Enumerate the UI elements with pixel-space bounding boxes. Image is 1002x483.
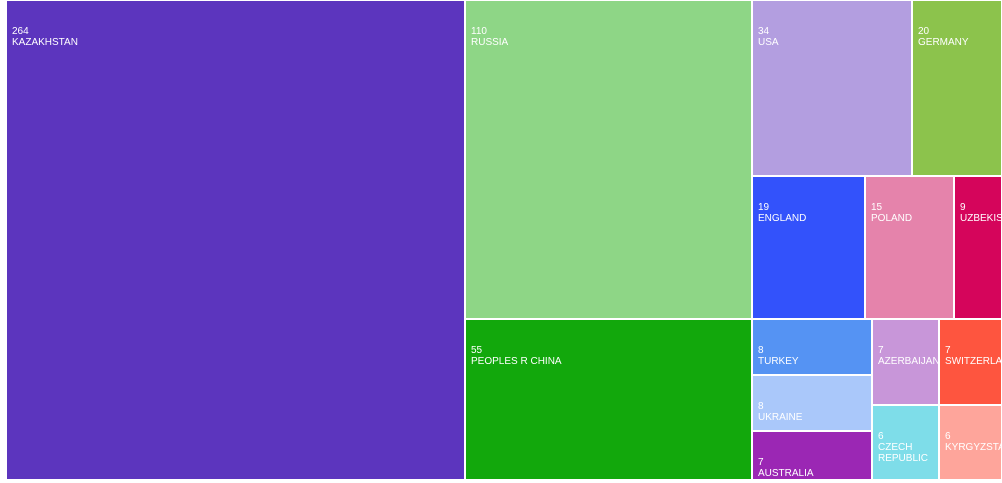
tile-value-label: 7	[878, 345, 884, 356]
tile-text: 20 GERMANY	[918, 26, 969, 48]
tile-value-label: 110	[471, 26, 487, 37]
tile-value-label: 8	[758, 345, 764, 356]
tile-australia[interactable]: 7 AUSTRALIA	[752, 431, 872, 480]
tile-value-label: 9	[960, 202, 966, 213]
tile-value-label: 19	[758, 202, 770, 213]
tile-country-label: TURKEY	[758, 356, 799, 367]
tile-country-label: RUSSIA	[471, 37, 509, 48]
tile-poland[interactable]: 15 POLAND	[865, 176, 954, 319]
tile-azerbaijan[interactable]: 7 AZERBAIJAN	[872, 319, 939, 405]
tile-country-label: SWITZERLAND	[945, 356, 1002, 367]
tile-value-label: 8	[758, 401, 764, 412]
tile-value-label: 15	[871, 202, 883, 213]
tile-value-label: 6	[878, 431, 884, 442]
tile-ukraine[interactable]: 8 UKRAINE	[752, 375, 872, 431]
tile-country-label: UKRAINE	[758, 412, 803, 423]
tile-country-label: KYRGYZSTAN	[945, 442, 1001, 453]
tile-czech-republic[interactable]: 6 CZECH REPUBLIC	[872, 405, 939, 480]
tile-usa[interactable]: 34 USA	[752, 0, 912, 176]
tile-country-label: AZERBAIJAN	[878, 356, 939, 367]
tile-text: 9UZBEKISTAN	[960, 202, 1002, 224]
tile-text: 6 CZECH REPUBLIC	[878, 431, 930, 464]
tile-england[interactable]: 19 ENGLAND	[752, 176, 865, 319]
tile-uzbekistan[interactable]: 9UZBEKISTAN	[954, 176, 1002, 319]
tile-country-label: GERMANY	[918, 37, 969, 48]
tile-text: 19 ENGLAND	[758, 202, 806, 224]
tile-value-label: 34	[758, 26, 770, 37]
tile-text: 34 USA	[758, 26, 779, 48]
tile-country-label: AUSTRALIA	[758, 468, 814, 479]
tile-turkey[interactable]: 8 TURKEY	[752, 319, 872, 375]
tile-value-label: 20	[918, 26, 930, 37]
tile-country-label: CZECH REPUBLIC	[878, 442, 929, 464]
tile-value-label: 7	[758, 457, 764, 468]
tile-country-label: KAZAKHSTAN	[12, 37, 78, 48]
tile-germany[interactable]: 20 GERMANY	[912, 0, 1002, 176]
tile-peoples-r-china[interactable]: 55 PEOPLES R CHINA	[465, 319, 752, 480]
tile-kazakhstan[interactable]: 264 KAZAKHSTAN	[6, 0, 465, 480]
tile-text: 110 RUSSIA	[471, 26, 508, 48]
tile-value-label: 6	[945, 431, 951, 442]
tile-switzerland[interactable]: 7SWITZERLAND	[939, 319, 1002, 405]
tile-kyrgyzstan[interactable]: 6KYRGYZSTAN	[939, 405, 1002, 480]
tile-country-label: POLAND	[871, 213, 913, 224]
tile-country-label: UZBEKISTAN	[960, 213, 1002, 224]
tile-value-label: 55	[471, 345, 483, 356]
tile-value-label: 264	[12, 26, 29, 37]
tile-text: 7SWITZERLAND	[945, 345, 1002, 367]
tile-value-label: 7	[945, 345, 951, 356]
tile-text: 7 AUSTRALIA	[758, 457, 814, 479]
tile-country-label: PEOPLES R CHINA	[471, 356, 562, 367]
tile-text: 264 KAZAKHSTAN	[12, 26, 78, 48]
tile-text: 7 AZERBAIJAN	[878, 345, 939, 367]
tile-text: 8 TURKEY	[758, 345, 799, 367]
tile-text: 15 POLAND	[871, 202, 912, 224]
tile-text: 8 UKRAINE	[758, 401, 802, 423]
tile-text: 6KYRGYZSTAN	[945, 431, 1001, 453]
tile-russia[interactable]: 110 RUSSIA	[465, 0, 752, 319]
tile-country-label: ENGLAND	[758, 213, 807, 224]
tile-country-label: USA	[758, 37, 779, 48]
tile-text: 55 PEOPLES R CHINA	[471, 345, 562, 367]
